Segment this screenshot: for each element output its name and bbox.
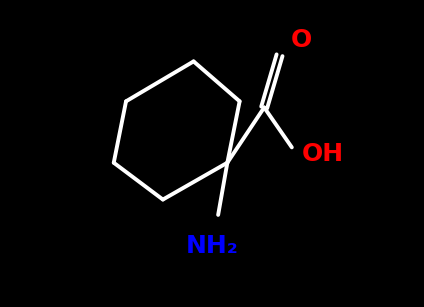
Text: OH: OH bbox=[301, 142, 343, 165]
Text: NH₂: NH₂ bbox=[186, 234, 238, 258]
Text: O: O bbox=[290, 28, 312, 52]
